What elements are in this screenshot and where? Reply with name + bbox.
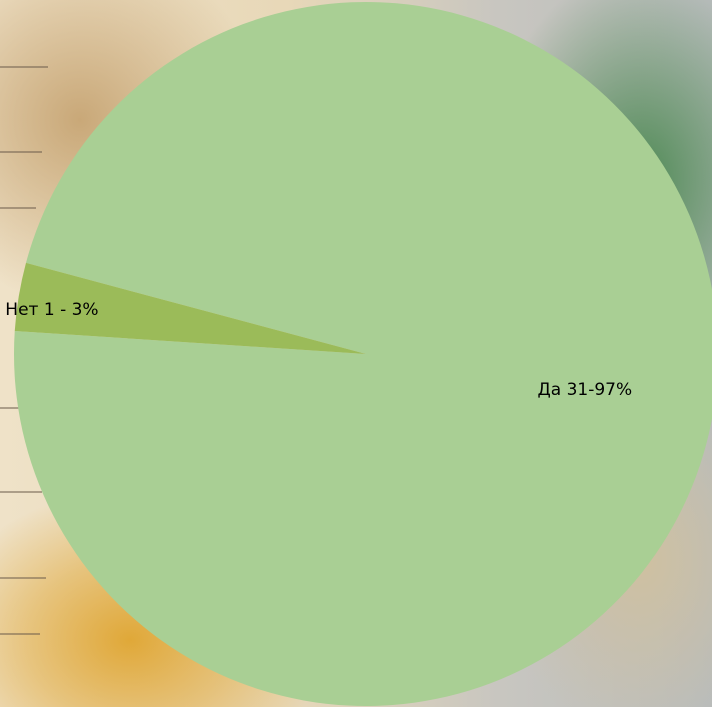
data-label: Да 31-97% [537, 380, 632, 400]
pie-slice [14, 2, 712, 706]
data-label: Нет 1 - 3% [5, 300, 98, 320]
chart: Да 31-97% Нет 1 - 3% [0, 0, 712, 707]
